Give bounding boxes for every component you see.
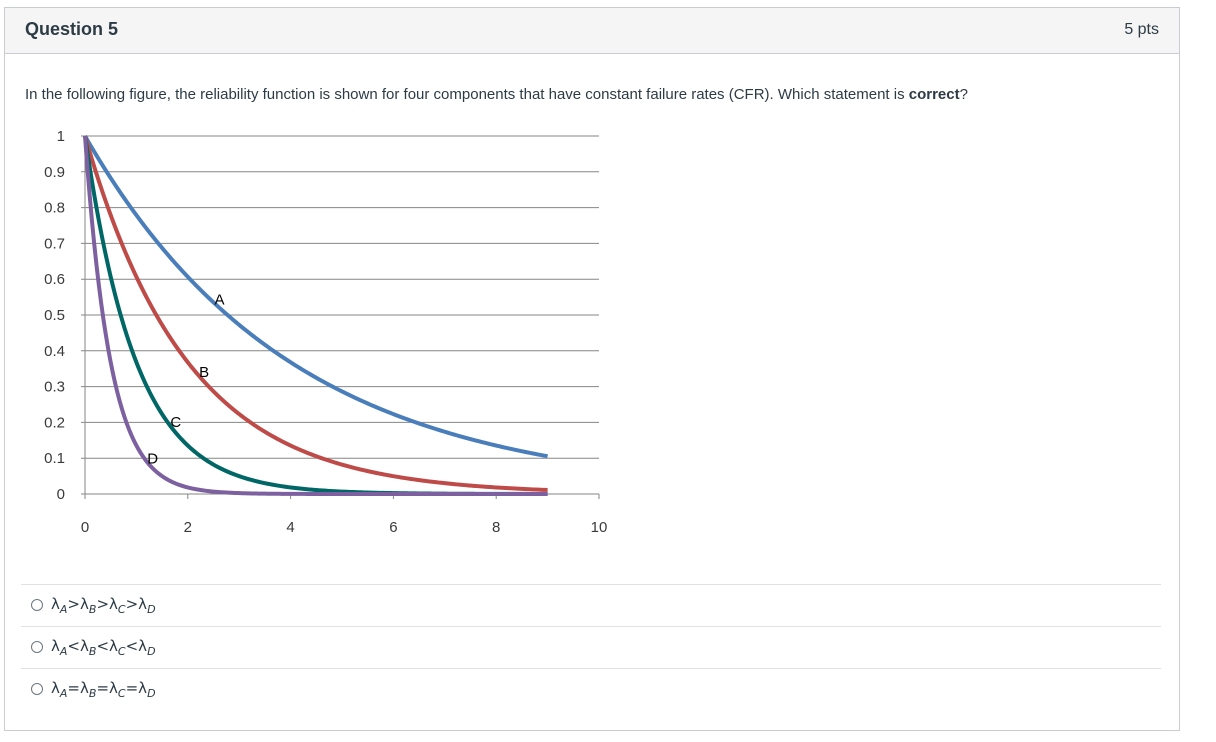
lambda-symbol: λ	[109, 679, 118, 697]
question-text-main: In the following figure, the reliability…	[25, 86, 909, 103]
answer-option[interactable]: λA<λB<λC<λD	[21, 626, 1161, 668]
series-label-b: B	[199, 364, 209, 381]
y-tick-label: 0.2	[44, 414, 65, 431]
answer-radio[interactable]	[31, 599, 43, 611]
lambda-subscript: A	[59, 687, 68, 700]
lambda-subscript: A	[59, 603, 68, 616]
answer-option[interactable]: λA=λB=λC=λD	[21, 668, 1161, 710]
lambda-subscript: D	[147, 645, 156, 658]
answer-option[interactable]: λA>λB>λC>λD	[21, 584, 1161, 626]
series-label-c: C	[170, 414, 181, 431]
lambda-subscript: C	[117, 687, 126, 700]
x-tick-label: 6	[389, 519, 397, 536]
lambda-symbol: λ	[51, 637, 60, 655]
answer-label: λA>λB>λC>λD	[51, 595, 156, 616]
lambda-subscript: D	[147, 687, 156, 700]
lambda-symbol: λ	[138, 595, 148, 613]
series-line-d	[83, 135, 548, 496]
answer-operator: =	[67, 679, 80, 697]
x-tick-label: 8	[492, 519, 500, 536]
lambda-subscript: B	[88, 687, 97, 700]
series-label-a: A	[214, 291, 224, 308]
y-tick-label: 0.3	[44, 379, 65, 396]
answer-radio[interactable]	[31, 683, 43, 695]
y-tick-label: 0.5	[44, 307, 65, 324]
answer-label: λA<λB<λC<λD	[51, 637, 156, 658]
y-tick-label: 0.7	[44, 235, 65, 252]
x-tick-label: 4	[286, 519, 294, 536]
answer-radio[interactable]	[31, 641, 43, 653]
x-tick-label: 10	[591, 519, 608, 536]
lambda-symbol: λ	[80, 679, 89, 697]
lambda-symbol: λ	[109, 637, 118, 655]
series-line-a	[83, 134, 548, 459]
lambda-symbol: λ	[80, 595, 89, 613]
answer-operator: <	[125, 637, 139, 655]
series-line-b	[83, 135, 548, 493]
lambda-subscript: C	[117, 645, 126, 658]
answer-operator: <	[96, 637, 110, 655]
x-tick-label: 2	[184, 519, 192, 536]
lambda-symbol: λ	[109, 595, 118, 613]
answer-operator: =	[125, 679, 139, 697]
lambda-subscript: B	[88, 603, 97, 616]
lambda-subscript: C	[117, 603, 126, 616]
lambda-symbol: λ	[51, 679, 60, 697]
x-tick-label: 0	[81, 519, 89, 536]
question-points: 5 pts	[1124, 21, 1159, 38]
answer-operator: >	[96, 595, 110, 613]
lambda-symbol: λ	[138, 637, 148, 655]
lambda-subscript: A	[59, 645, 68, 658]
lambda-subscript: B	[88, 645, 97, 658]
question-header: Question 5 5 pts	[5, 8, 1179, 54]
question-text-end: ?	[959, 86, 968, 103]
question-card: Question 5 5 pts In the following figure…	[4, 7, 1180, 731]
question-title: Question 5	[25, 19, 119, 39]
answer-label: λA=λB=λC=λD	[51, 679, 156, 700]
answer-operator: =	[96, 679, 110, 697]
answer-operator: <	[67, 637, 80, 655]
y-tick-label: 0.9	[44, 164, 65, 181]
question-text: In the following figure, the reliability…	[25, 86, 968, 103]
y-tick-label: 0.1	[44, 450, 65, 467]
y-tick-label: 0.4	[44, 343, 65, 360]
question-text-bold: correct	[908, 86, 960, 103]
answer-operator: >	[125, 595, 139, 613]
answer-operator: >	[67, 595, 80, 613]
answer-list: λA>λB>λC>λD λA<λB<λC<λD λA=λB=λC=λD	[21, 584, 1161, 710]
lambda-subscript: D	[147, 603, 156, 616]
lambda-symbol: λ	[51, 595, 60, 613]
lambda-symbol: λ	[80, 637, 89, 655]
y-tick-label: 0	[57, 486, 65, 503]
y-tick-label: 0.6	[44, 271, 65, 288]
y-tick-label: 0.8	[44, 200, 65, 217]
series-label-d: D	[147, 451, 158, 468]
lambda-symbol: λ	[138, 679, 148, 697]
y-tick-label: 1	[57, 128, 65, 145]
